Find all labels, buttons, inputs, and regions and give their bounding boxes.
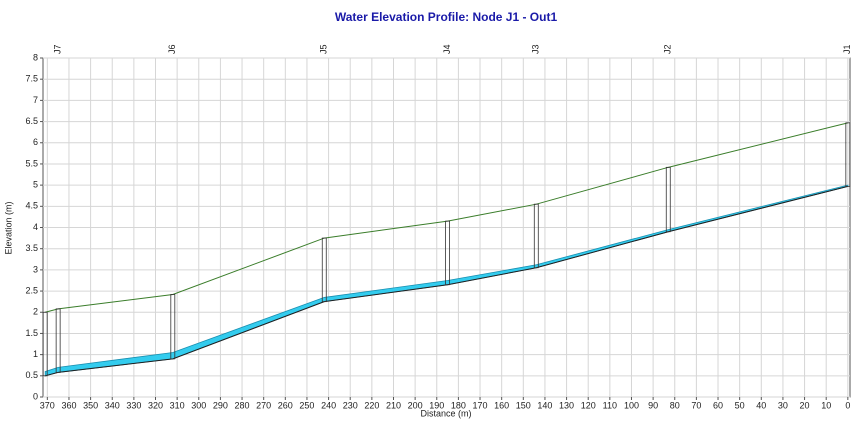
x-tick-label: 360 [61,400,76,410]
x-tick-label: 200 [408,400,423,410]
x-tick-label: 240 [321,400,336,410]
x-tick-label: 150 [516,400,531,410]
y-tick-label: 1 [33,349,38,359]
x-tick-label: 70 [691,400,701,410]
x-tick-label: 10 [821,400,831,410]
y-tick-label: 6 [33,137,38,147]
x-tick-label: 330 [126,400,141,410]
y-tick-label: 5.5 [25,158,38,168]
y-tick-label: 0 [33,391,38,401]
y-tick-label: 2 [33,307,38,317]
x-tick-label: 370 [40,400,55,410]
node-label: J4 [442,44,452,54]
x-tick-label: 250 [299,400,314,410]
x-tick-label: 210 [386,400,401,410]
node-label: J2 [663,44,673,54]
y-tick-label: 2.5 [25,285,38,295]
node-label: J7 [53,44,63,54]
x-axis-label: Distance (m) [420,408,471,418]
y-tick-label: 3.5 [25,243,38,253]
node [845,122,851,187]
x-tick-label: 130 [559,400,574,410]
node [42,311,48,377]
y-tick-label: 8 [33,52,38,62]
x-tick-label: 90 [648,400,658,410]
y-tick-label: 1.5 [25,328,38,338]
x-tick-label: 50 [735,400,745,410]
y-tick-label: 4.5 [25,201,38,211]
x-tick-label: 270 [256,400,271,410]
x-tick-label: 160 [494,400,509,410]
chart-title: Water Elevation Profile: Node J1 - Out1 [335,10,558,24]
node [445,220,450,286]
x-tick-label: 260 [278,400,293,410]
y-tick-label: 0.5 [25,370,38,380]
y-tick-label: 5 [33,180,38,190]
x-tick-label: 140 [537,400,552,410]
node [665,166,671,233]
x-tick-label: 0 [845,400,850,410]
x-tick-label: 170 [473,400,488,410]
x-tick-label: 350 [83,400,98,410]
x-tick-label: 310 [170,400,185,410]
x-tick-label: 230 [343,400,358,410]
x-tick-label: 120 [581,400,596,410]
node-label: J6 [167,44,177,54]
x-tick-label: 300 [191,400,206,410]
x-tick-label: 190 [429,400,444,410]
x-tick-label: 60 [713,400,723,410]
x-tick-label: 20 [800,400,810,410]
x-tick-label: 290 [213,400,228,410]
node [321,237,327,303]
x-tick-label: 110 [603,400,617,410]
y-tick-label: 7 [33,95,38,105]
y-tick-label: 6.5 [25,116,38,126]
x-tick-label: 30 [778,400,788,410]
x-tick-label: 180 [451,400,466,410]
node-label: J1 [842,44,852,54]
node [170,294,176,360]
conduit-invert [45,185,848,377]
node-label: J5 [319,44,329,54]
x-tick-label: 220 [364,400,379,410]
x-tick-label: 80 [670,400,680,410]
node [533,203,539,269]
y-tick-label: 3 [33,264,38,274]
y-tick-label: 4 [33,222,38,232]
x-tick-label: 40 [756,400,766,410]
y-tick-label: 7.5 [25,74,38,84]
x-tick-label: 320 [148,400,163,410]
node-label: J3 [531,44,541,54]
x-tick-label: 340 [105,400,120,410]
node [55,308,61,373]
x-tick-label: 280 [235,400,250,410]
x-tick-label: 100 [624,400,639,410]
y-axis-label: Elevation (m) [3,201,13,254]
ground-line [45,122,848,313]
